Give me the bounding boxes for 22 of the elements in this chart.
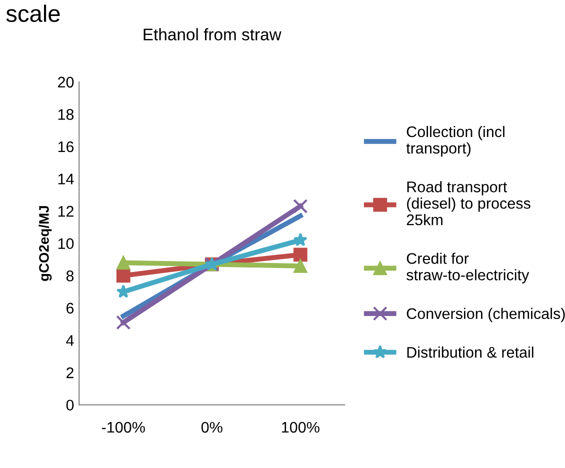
y-tick-label: 18 <box>58 109 74 120</box>
y-tick-label: 0 <box>66 400 74 411</box>
y-tick-label: 4 <box>66 335 74 346</box>
legend-label: Road transport (diesel) to process 25km <box>406 181 530 226</box>
y-tick-label: 6 <box>66 302 74 314</box>
y-tick-label: 16 <box>58 141 74 152</box>
x-tick-label: 100% <box>282 422 320 433</box>
chart-title: Ethanol from straw <box>144 28 282 40</box>
legend-label: Credit for straw-to-electricity <box>406 252 530 284</box>
y-tick-label: 20 <box>58 76 74 88</box>
legend-label: Collection (incl transport) <box>406 126 504 157</box>
x-tick-label: -100% <box>102 422 145 433</box>
y-axis-title: gCO2eq/MJ <box>38 206 52 281</box>
legend-label: Conversion (chemicals) <box>406 308 565 322</box>
y-tick-label: 10 <box>58 238 74 250</box>
legend-label: Distribution & retail <box>407 346 534 358</box>
y-tick-label: 8 <box>66 270 74 282</box>
y-tick-label: 14 <box>58 174 74 184</box>
x-tick-label: 0% <box>201 422 222 433</box>
text: scale <box>6 4 60 22</box>
y-tick-label: 12 <box>58 206 74 217</box>
y-tick-label: 2 <box>66 367 74 378</box>
